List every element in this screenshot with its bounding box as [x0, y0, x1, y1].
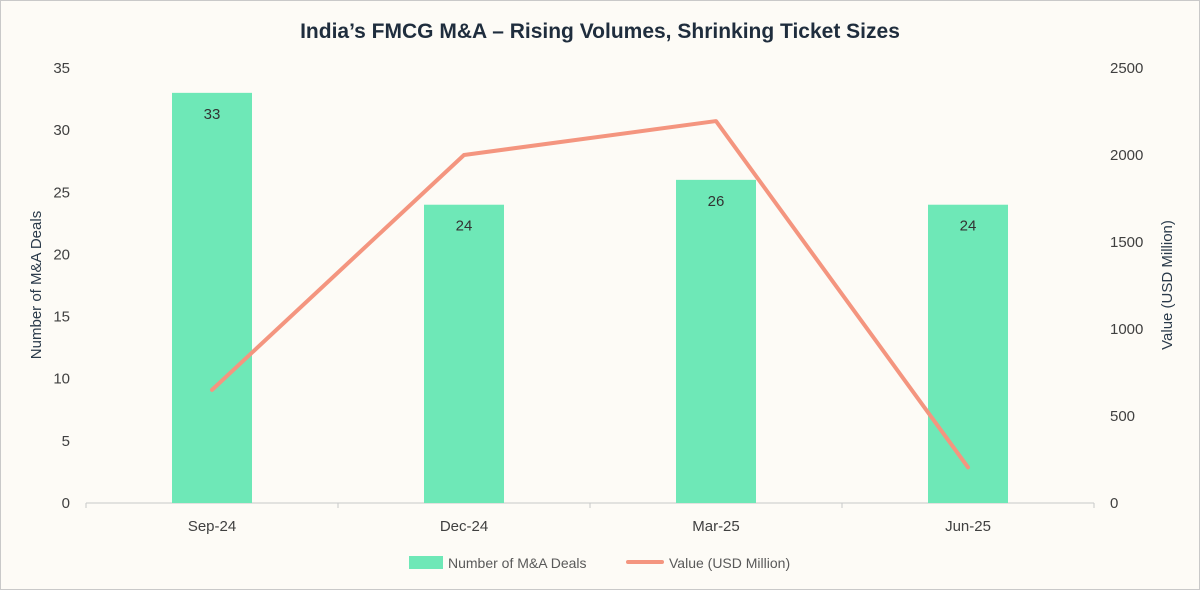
left-tick-label: 0	[62, 495, 70, 512]
bar-data-label: 24	[456, 218, 473, 235]
bar-mar-25	[676, 179, 756, 503]
bar-series	[172, 92, 1008, 503]
bar-sep-24	[172, 92, 252, 503]
x-axis-labels: Sep-24 Dec-24 Mar-25 Jun-25	[188, 518, 991, 535]
legend-swatch-deals	[409, 556, 443, 569]
left-tick-label: 20	[53, 246, 70, 263]
right-tick-label: 2000	[1110, 147, 1143, 164]
legend-label-deals: Number of M&A Deals	[448, 555, 587, 571]
x-tick-label: Mar-25	[692, 518, 740, 535]
bar-data-label: 26	[708, 193, 725, 210]
left-axis-title: Number of M&A Deals	[28, 211, 45, 359]
bar-data-labels: 33 24 26 24	[204, 106, 977, 235]
left-tick-label: 5	[62, 433, 70, 450]
right-tick-label: 2500	[1110, 60, 1143, 77]
left-tick-label: 15	[53, 309, 70, 326]
bar-data-label: 24	[960, 218, 977, 235]
right-axis-title: Value (USD Million)	[1159, 220, 1176, 350]
bar-data-label: 33	[204, 106, 221, 123]
right-axis-ticks: 0 500 1000 1500 2000 2500	[1110, 60, 1143, 512]
left-tick-label: 10	[53, 371, 70, 388]
x-tick-label: Dec-24	[440, 518, 488, 535]
legend-label-value: Value (USD Million)	[669, 555, 790, 571]
right-tick-label: 1000	[1110, 321, 1143, 338]
right-tick-label: 1500	[1110, 234, 1143, 251]
left-tick-label: 35	[53, 60, 70, 77]
right-tick-label: 500	[1110, 408, 1135, 425]
line-series	[210, 119, 970, 470]
chart-title: India’s FMCG M&A – Rising Volumes, Shrin…	[300, 20, 900, 43]
left-tick-label: 25	[53, 184, 70, 201]
value-line	[210, 119, 970, 470]
x-tick-label: Jun-25	[945, 518, 991, 535]
left-axis-ticks: 0 5 10 15 20 25 30 35	[53, 60, 70, 512]
bar-dec-24	[424, 204, 504, 503]
right-tick-label: 0	[1110, 495, 1118, 512]
bar-jun-25	[928, 204, 1008, 503]
left-tick-label: 30	[53, 122, 70, 139]
x-axis	[85, 502, 1095, 508]
legend: Number of M&A Deals Value (USD Million)	[409, 555, 790, 571]
x-tick-label: Sep-24	[188, 518, 236, 535]
